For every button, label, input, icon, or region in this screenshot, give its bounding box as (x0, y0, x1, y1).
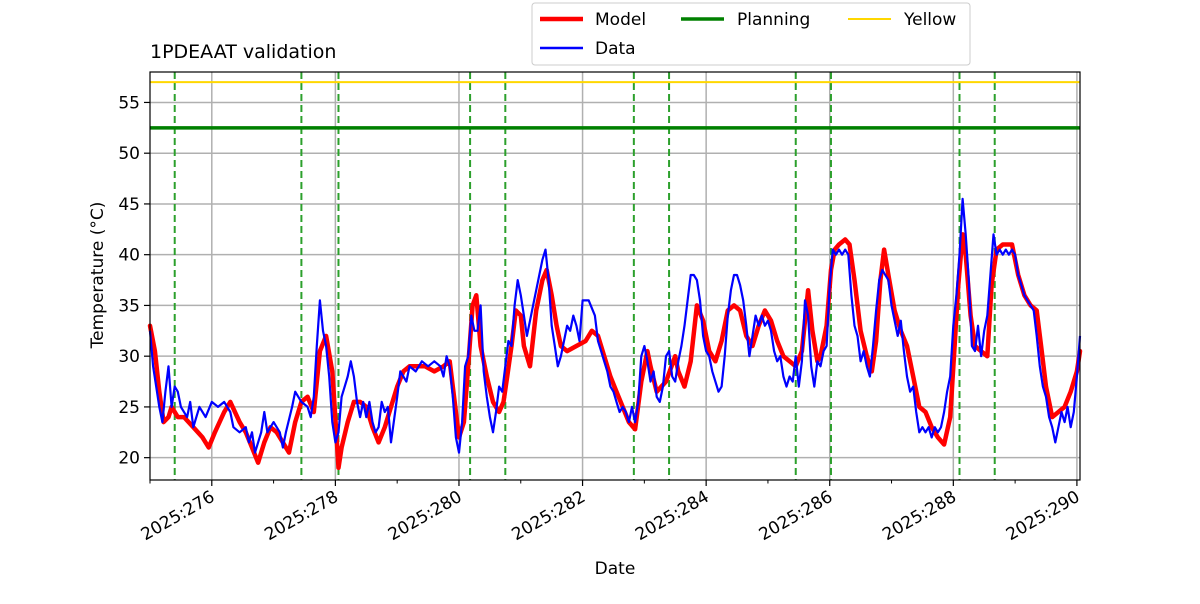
legend-label-model: Model (595, 10, 646, 30)
plot-frame (149, 71, 1081, 481)
legend-label-planning: Planning (737, 10, 810, 30)
x-tick-label: 2025:282 (509, 487, 590, 545)
y-tick-label: 25 (118, 398, 140, 418)
y-tick-label: 55 (118, 93, 140, 113)
series-layer (147, 81, 1083, 471)
y-ticks: 20 25 30 35 40 45 50 55 (118, 93, 150, 469)
y-tick-label: 50 (118, 144, 140, 164)
chart-title: 1PDEAAT validation (150, 41, 336, 63)
model-series-line (147, 232, 1083, 471)
x-tick-label: 2025:278 (261, 487, 342, 545)
legend-label-data: Data (595, 39, 636, 59)
legend-label-yellow: Yellow (903, 10, 956, 30)
x-tick-label: 2025:280 (385, 487, 466, 545)
y-tick-label: 30 (118, 347, 140, 367)
legend: Model Data Planning Yellow (531, 2, 971, 66)
y-axis-label: Temperature (°C) (88, 202, 108, 350)
x-tick-label: 2025:286 (756, 487, 837, 545)
x-tick-label: 2025:284 (632, 487, 713, 545)
x-tick-label: 2025:276 (138, 487, 219, 545)
x-axis-label: Date (595, 559, 636, 579)
y-tick-label: 45 (118, 195, 140, 215)
x-ticks: 2025:276 2025:278 2025:280 2025:282 2025:284… (138, 480, 1084, 545)
x-tick-label: 2025:288 (879, 487, 960, 545)
y-tick-label: 20 (118, 449, 140, 469)
data-series-line (148, 197, 1082, 454)
grid-layer (150, 72, 1080, 480)
y-tick-label: 40 (118, 246, 140, 266)
y-tick-label: 35 (118, 296, 140, 316)
x-tick-label: 2025:290 (1003, 487, 1084, 545)
